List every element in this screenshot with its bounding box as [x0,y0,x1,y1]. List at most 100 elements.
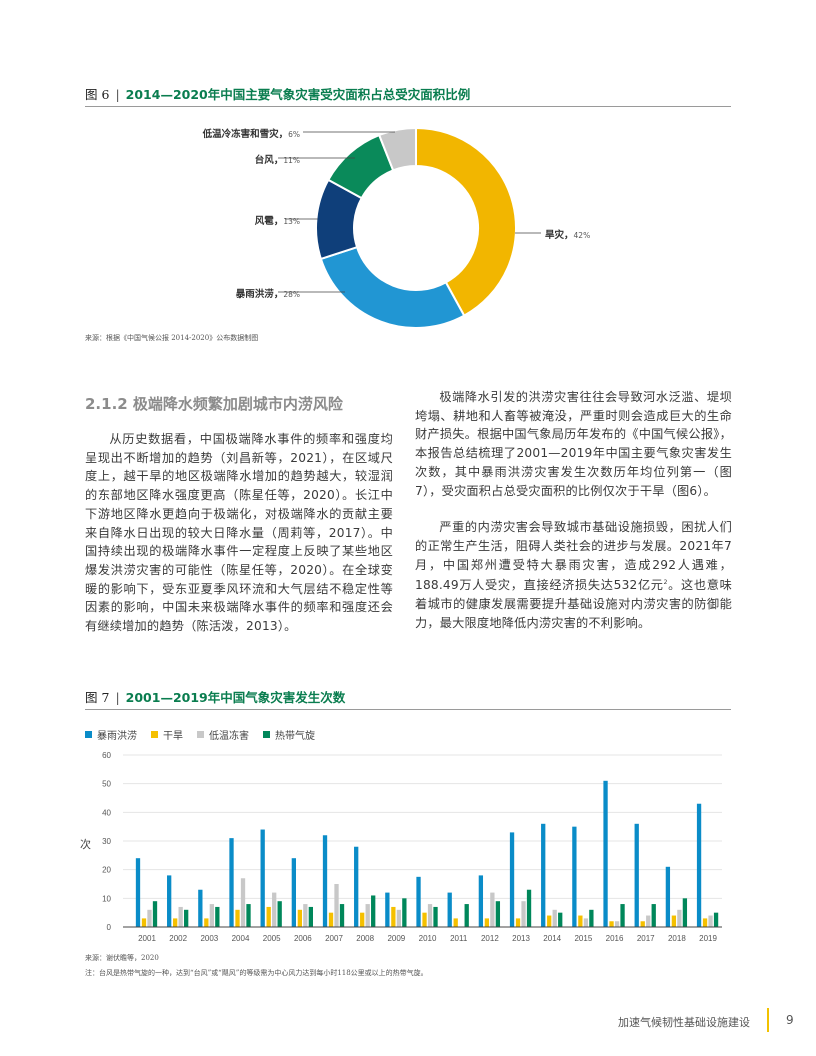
figure6-donut-chart [278,126,541,329]
bar-2015-0 [572,826,577,927]
figure6-number: 图 6 [85,87,110,102]
legend-swatch [263,731,270,738]
figure6-title: 图 6 | 2014—2020年中国主要气象灾害受灾面积占总受灾面积比例 [85,87,471,102]
bar-2004-3 [246,904,251,927]
bar-2011-3 [464,904,469,927]
bar-2006-3 [308,906,313,927]
bar-2019-0 [696,803,702,927]
bar-2009-0 [385,892,390,927]
x-tick-label: 2018 [668,934,686,943]
legend-swatch [151,731,158,738]
bar-2002-0 [167,875,172,927]
bar-2002-3 [184,909,189,927]
bar-2011-0 [447,892,452,927]
bar-2002-2 [178,906,183,927]
figure7-title: 图 7 | 2001—2019年中国气象灾害发生次数 [85,690,346,705]
bar-2013-0 [509,832,515,927]
bar-2012-2 [490,892,495,927]
bar-2006-0 [291,858,296,927]
bar-2009-2 [396,909,402,927]
bar-2003-0 [198,889,203,927]
figure6-source: 来源：根据《中国气候公报 2014-2020》公布数据制图 [85,334,259,342]
right-paragraph-1: 极端降水引发的洪涝灾害往往会导致河水泛滥、堤坝垮塌、耕地和人畜等被淹没，严重时则… [415,390,732,498]
y-tick-label: 60 [102,751,111,760]
bar-2014-3 [558,912,563,927]
bar-2002-1 [173,918,178,927]
bar-2017-0 [634,823,639,927]
y-tick-label: 20 [102,866,111,875]
right-column: 极端降水引发的洪涝灾害往往会导致河水泛滥、堤坝垮塌、耕地和人畜等被淹没，严重时则… [415,388,732,633]
figure6-title-text: 2014—2020年中国主要气象灾害受灾面积占总受灾面积比例 [125,87,471,102]
bar-2018-2 [677,909,682,927]
bar-2015-1 [578,915,583,927]
x-tick-label: 2009 [387,934,405,943]
legend-item-cold: 低温冻害 [197,727,249,742]
x-tick-label: 2014 [543,934,561,943]
footer-divider [767,1008,769,1032]
figure7-source: 来源：谢伏瞻等，2020 [85,954,159,962]
y-tick-label: 50 [102,780,111,789]
y-axis-label: 次 [80,838,91,851]
bar-2017-2 [646,915,651,927]
bar-2003-1 [204,918,209,927]
x-tick-label: 2004 [232,934,250,943]
footnote-ref[interactable]: 2 [663,579,668,587]
bar-2004-1 [235,909,240,927]
bar-2009-3 [402,898,407,927]
legend-swatch [85,731,92,738]
bar-2010-1 [422,912,427,927]
bar-2016-1 [609,921,614,927]
pie-label-hail: 风雹，13% [254,216,300,227]
left-paragraph: 从历史数据看，中国极端降水事件的频率和强度均呈现出不断增加的趋势（刘昌新等，20… [85,432,393,634]
bar-2003-3 [215,906,220,927]
bar-2017-1 [640,921,645,927]
bar-2012-3 [495,901,501,927]
bar-2011-1 [453,918,458,927]
bar-2007-3 [339,904,345,927]
x-tick-label: 2019 [699,934,717,943]
bar-2008-1 [360,912,365,927]
footer-title: 加速气候韧性基础设施建设 [618,1016,750,1029]
bar-2015-2 [583,918,589,927]
legend-item-cyclone: 热带气旋 [263,727,315,742]
y-tick-label: 30 [102,837,111,846]
bar-2005-3 [277,901,282,927]
bar-2017-3 [651,904,656,927]
bar-2007-0 [322,835,328,927]
pie-label-typhoon: 台风，11% [254,155,300,166]
bar-2018-1 [671,915,677,927]
x-tick-label: 2016 [606,934,624,943]
bar-2007-2 [334,884,339,927]
bar-2012-0 [478,875,484,927]
x-tick-label: 2001 [138,934,156,943]
bar-2008-0 [354,846,359,927]
x-tick-label: 2011 [450,934,468,943]
bar-2013-1 [515,918,521,927]
bar-2009-1 [391,906,396,927]
bar-2008-3 [371,895,376,927]
x-tick-label: 2008 [356,934,374,943]
bar-2016-2 [614,921,620,927]
bar-2016-0 [603,780,608,927]
figure7-rule [85,709,731,710]
figure7-legend: 暴雨洪涝 干旱 低温冻害 热带气旋 [85,727,315,742]
pie-label-flood: 暴雨洪涝，28% [235,289,300,300]
bar-2014-1 [547,915,552,927]
bar-2015-3 [589,909,594,927]
bar-2018-3 [682,898,688,927]
bar-2003-2 [209,904,214,927]
figure7-number: 图 7 [85,690,110,705]
bar-2010-3 [433,906,438,927]
bar-2016-3 [620,904,625,927]
bar-2001-2 [147,909,152,927]
bar-2019-2 [708,915,713,927]
bar-2005-1 [266,906,271,927]
pie-slice-flood [319,245,466,329]
bar-2006-1 [297,909,302,927]
pie-slice-drought [415,126,517,317]
figure7-title-text: 2001—2019年中国气象灾害发生次数 [125,690,346,705]
x-tick-label: 2010 [419,934,437,943]
bar-2013-2 [521,901,526,927]
bar-2008-2 [365,904,370,927]
legend-item-drought: 干旱 [151,727,183,742]
